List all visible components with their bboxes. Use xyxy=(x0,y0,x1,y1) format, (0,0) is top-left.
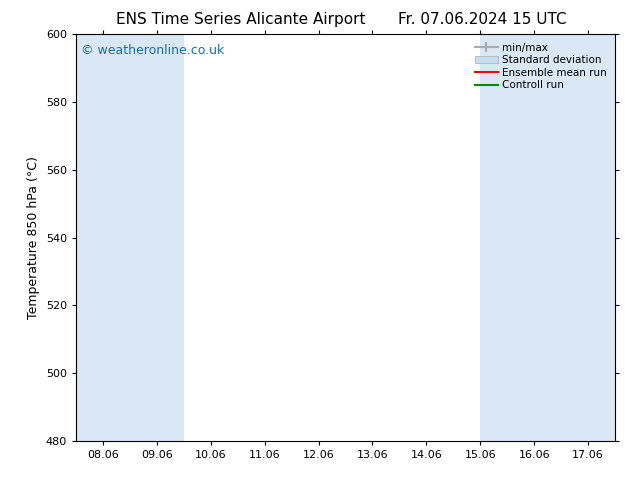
Text: ENS Time Series Alicante Airport: ENS Time Series Alicante Airport xyxy=(116,12,366,27)
Text: © weatheronline.co.uk: © weatheronline.co.uk xyxy=(81,45,224,57)
Text: Fr. 07.06.2024 15 UTC: Fr. 07.06.2024 15 UTC xyxy=(398,12,566,27)
Y-axis label: Temperature 850 hPa (°C): Temperature 850 hPa (°C) xyxy=(27,156,40,319)
Legend: min/max, Standard deviation, Ensemble mean run, Controll run: min/max, Standard deviation, Ensemble me… xyxy=(472,40,610,94)
Bar xyxy=(481,34,534,441)
Bar xyxy=(76,34,130,441)
Bar xyxy=(534,34,615,441)
Bar xyxy=(130,34,184,441)
